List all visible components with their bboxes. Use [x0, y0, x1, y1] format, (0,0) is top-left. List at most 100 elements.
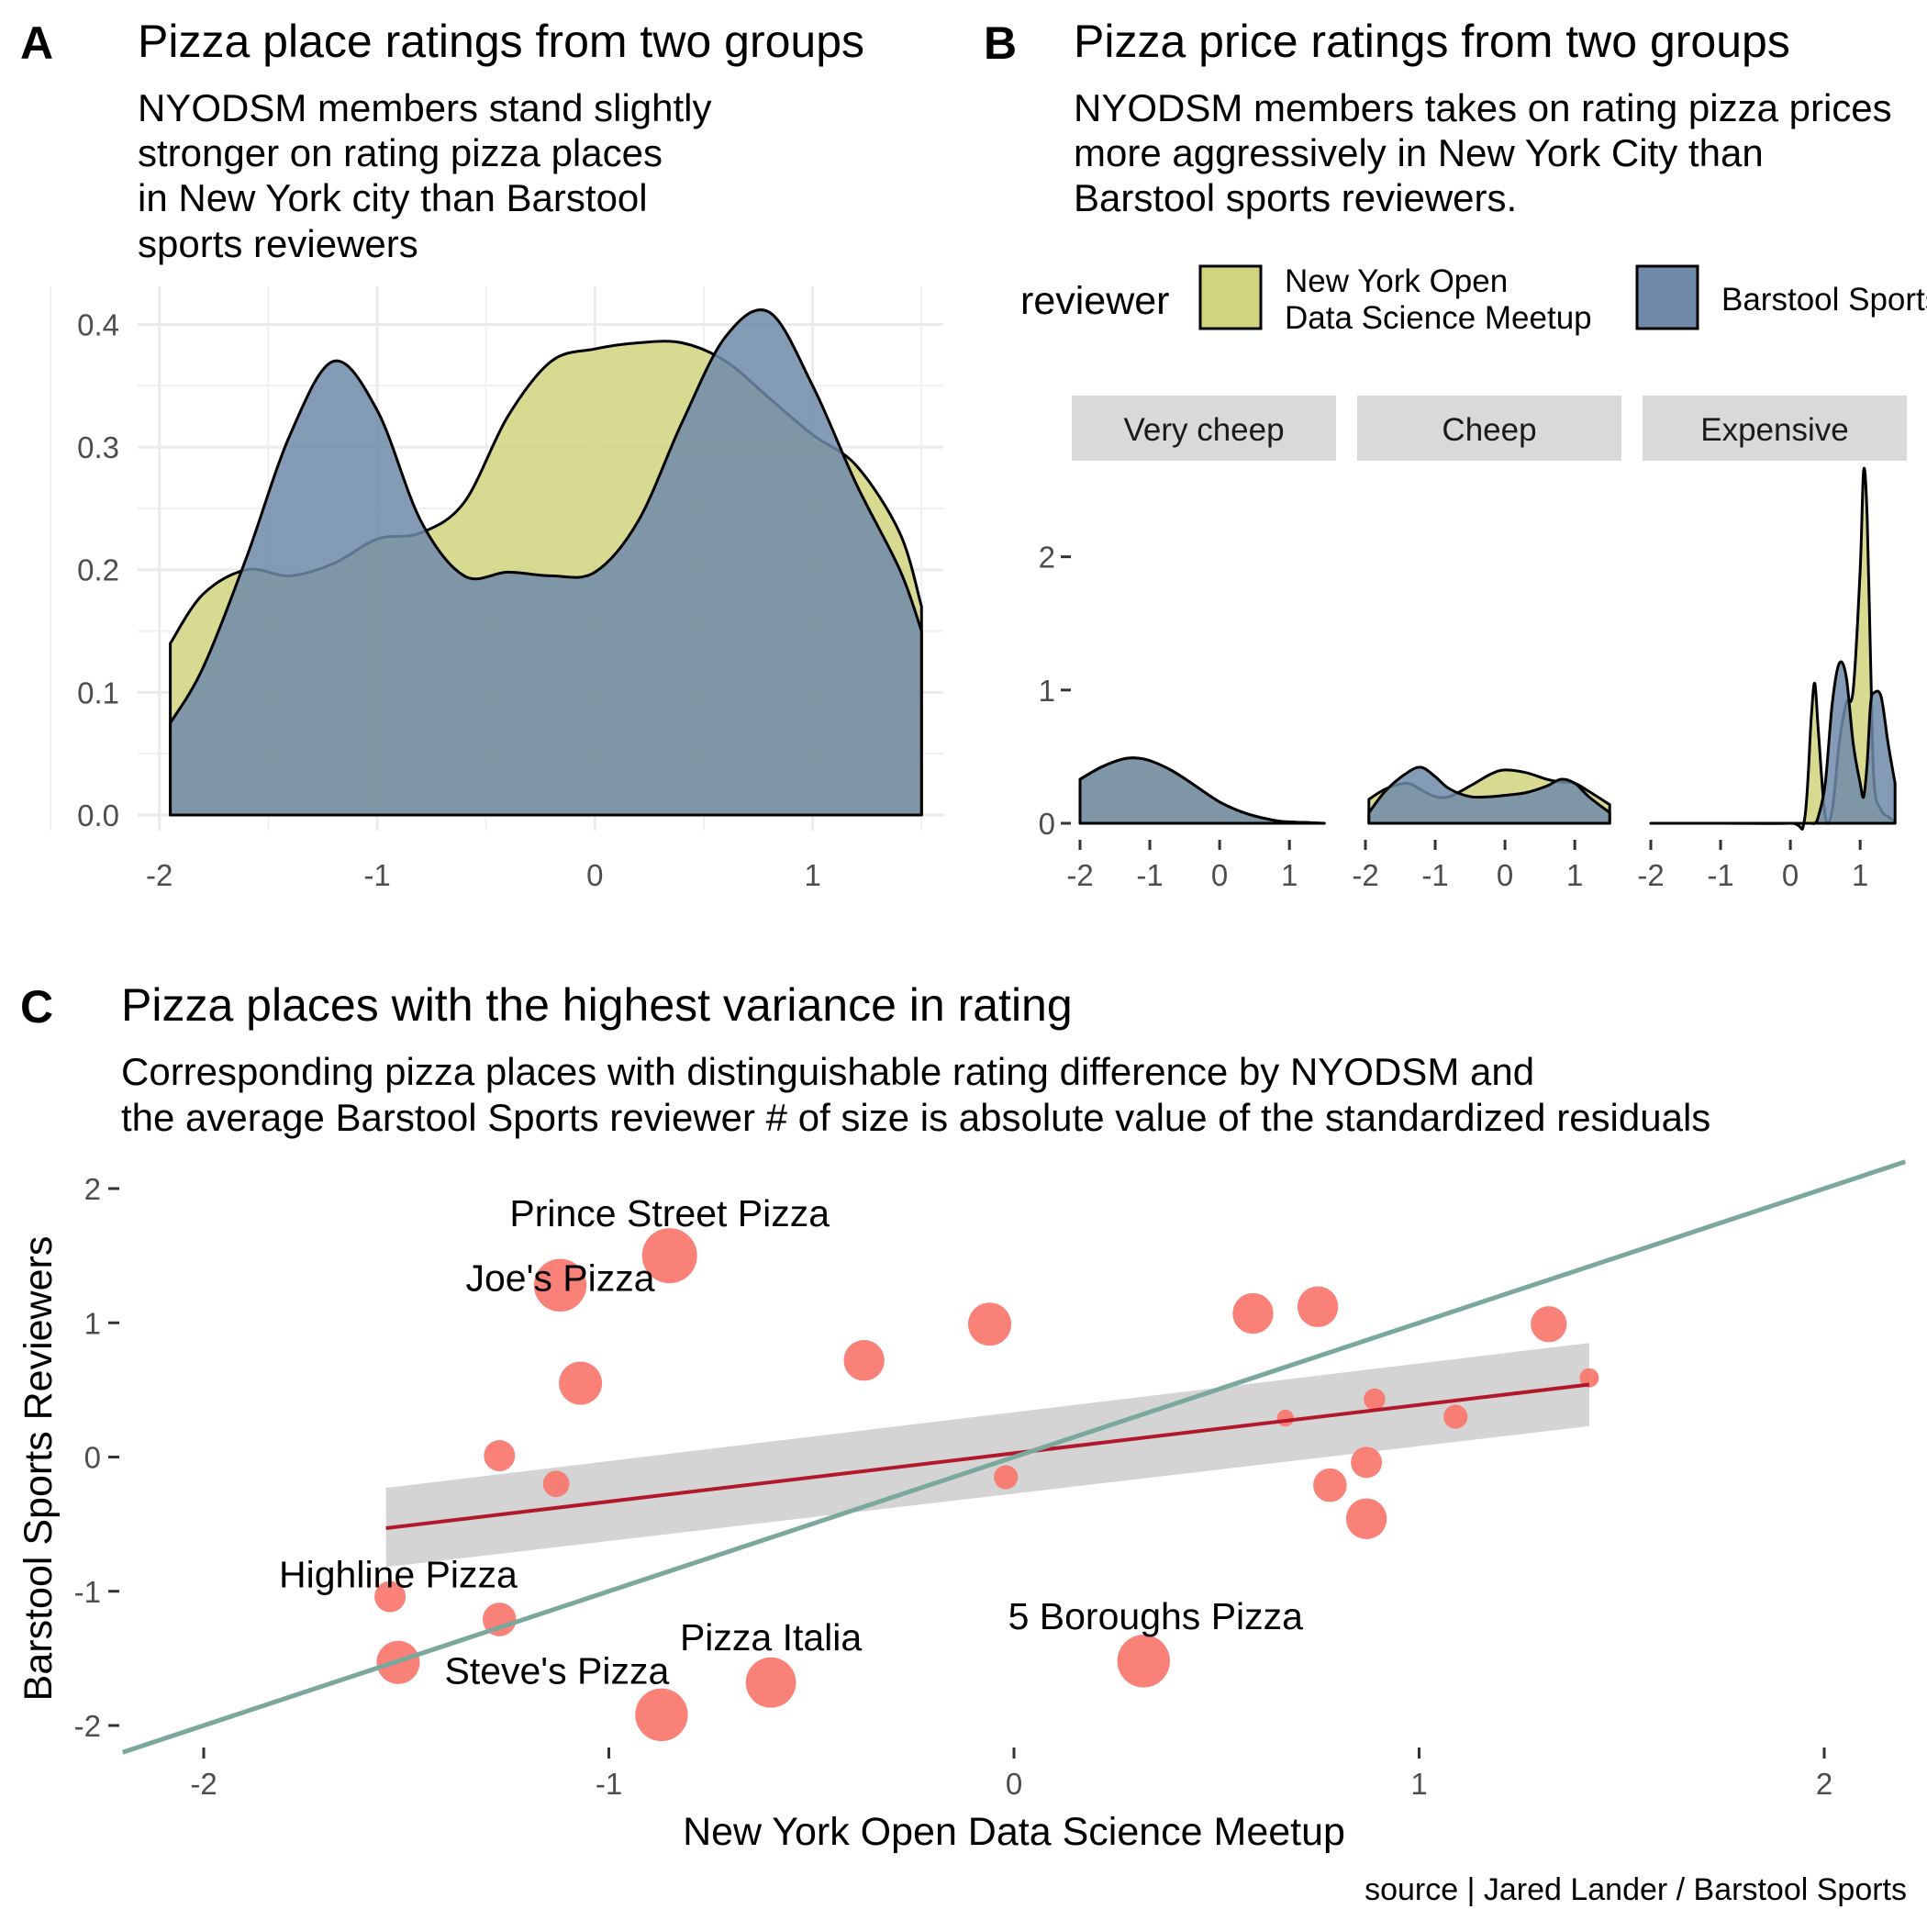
- panel-a-title: Pizza place ratings from two groups: [138, 16, 864, 67]
- legend-label-nyodsm-line-1: New York Open: [1285, 263, 1508, 299]
- legend-swatch-barstool: [1635, 264, 1699, 330]
- panel-c-point: [968, 1302, 1012, 1346]
- panel-b-y-tick-label: 2: [1039, 541, 1055, 575]
- panel-c-point: [484, 1440, 516, 1472]
- panel-c-point: [1313, 1468, 1347, 1502]
- panel-a-chart: -2 -1 0 1 0.0 0.1 0.2 0.3 0.4: [50, 286, 943, 892]
- panel-a-x-tick-label: -2: [146, 858, 173, 892]
- panel-c-point: [1579, 1368, 1599, 1388]
- panel-a-y-tick-label: 0.2: [77, 553, 119, 587]
- panel-a-y-tick-label: 0.4: [77, 307, 119, 341]
- panel-b-x-tick-label: -1: [1421, 858, 1448, 892]
- panel-c-point: [1443, 1404, 1468, 1429]
- legend-swatch-nyodsm: [1198, 264, 1263, 330]
- panel-b-strip-2: [1643, 396, 1907, 461]
- panel-c-point: [1531, 1306, 1567, 1343]
- panel-c-y-tick-label: -2: [74, 1709, 101, 1743]
- panel-c-point: [635, 1688, 688, 1742]
- panel-b-y-tick-label: 1: [1039, 674, 1055, 708]
- panel-c-identity-line: [121, 1159, 1907, 1755]
- panel-c-y-tick-label: -1: [74, 1575, 101, 1609]
- panel-b-subtitle-line-2: more aggressively in New York City than: [1074, 131, 1764, 174]
- panel-b-x-tick-label: 0: [1782, 858, 1799, 892]
- panel-c-point: [1345, 1498, 1387, 1539]
- panel-c-point: [542, 1470, 570, 1498]
- panel-b-subtitle-line-3: Barstool sports reviewers.: [1074, 176, 1517, 219]
- panel-b-density-barstool: [1367, 765, 1611, 825]
- panel-b-x-tick-label: 1: [1852, 858, 1868, 892]
- panel-c-point-label: Prince Street Pizza: [509, 1192, 830, 1234]
- panel-b-y-tick-label: 0: [1039, 807, 1055, 841]
- panel-b-strip-label: Very cheep: [1123, 412, 1284, 448]
- panel-a-x-tick-label: -1: [363, 858, 390, 892]
- panel-c-point: [1297, 1286, 1339, 1327]
- panel-c-point: [745, 1657, 796, 1708]
- legend-label-barstool: Barstool Sports: [1721, 282, 1927, 318]
- caption: source | Jared Lander / Barstool Sports: [1364, 1872, 1907, 1907]
- panel-a-x-tick-label: 0: [586, 858, 603, 892]
- panel-b-density-barstool: [1649, 660, 1897, 826]
- panel-c-point: [1351, 1446, 1383, 1479]
- panel-c-x-tick-label: -2: [190, 1767, 217, 1801]
- panel-b-x-tick-label: -2: [1066, 858, 1093, 892]
- panel-c-point-label: 5 Boroughs Pizza: [1008, 1595, 1304, 1637]
- panel-a-x-tick-label: 1: [804, 858, 820, 892]
- panel-b-x-tick-label: 0: [1497, 858, 1513, 892]
- panel-b-strip-label: Cheep: [1442, 412, 1536, 448]
- panel-c-point: [1232, 1292, 1274, 1335]
- panel-c-point-label: Highline Pizza: [279, 1553, 518, 1595]
- panel-c-y-tick-label: 0: [84, 1441, 101, 1475]
- panel-a-y-tick-label: 0.1: [77, 676, 119, 709]
- panel-c-point: [994, 1465, 1019, 1490]
- panel-b-x-tick-label: -2: [1637, 858, 1664, 892]
- panel-b-x-tick-label: -2: [1352, 858, 1378, 892]
- panel-c-y-tick-label: 2: [84, 1172, 101, 1206]
- panel-b-x-tick-label: 1: [1281, 858, 1298, 892]
- panel-c-point: [559, 1361, 603, 1405]
- panel-a-y-tick-label: 0.3: [77, 430, 119, 464]
- panel-b-strip-label: Expensive: [1700, 412, 1848, 448]
- panel-b-x-tick-label: 0: [1211, 858, 1228, 892]
- panel-c-y-tick-label: 1: [84, 1306, 101, 1340]
- panel-b-strip-0: [1072, 396, 1336, 461]
- panel-c-point-label: Pizza Italia: [680, 1616, 862, 1658]
- panel-c-point: [533, 1258, 587, 1312]
- panel-b-subtitle-line-1: NYODSM members takes on rating pizza pri…: [1074, 86, 1892, 129]
- panel-c-y-axis-title: Barstool Sports Reviewers: [17, 1236, 61, 1702]
- panel-b-chart: Very cheep -2 -1 0 1 Cheep -2 -1 0 1 Expensive -2 -1…: [1039, 396, 1907, 892]
- panel-c-point: [1276, 1409, 1295, 1427]
- panel-c-x-tick-label: 2: [1816, 1767, 1832, 1801]
- panel-b-x-tick-label: -1: [1136, 858, 1163, 892]
- panel-b-strip-1: [1357, 396, 1621, 461]
- panel-c-point: [843, 1340, 885, 1381]
- panel-a-y-tick-label: 0.0: [77, 798, 119, 832]
- panel-b-x-tick-label: 1: [1566, 858, 1583, 892]
- panel-c-point: [1364, 1388, 1386, 1411]
- panel-c-point: [641, 1228, 697, 1284]
- panel-c-fit-line: [385, 1382, 1590, 1530]
- panel-a-subtitle-line-3: in New York city than Barstool: [138, 176, 648, 219]
- panel-b-title: Pizza price ratings from two groups: [1074, 16, 1790, 67]
- panel-c-chart: Prince Street Pizza Joe's Pizza Highline P…: [74, 1159, 1907, 1801]
- panel-a-subtitle-line-4: sports reviewers: [138, 222, 418, 265]
- panel-c-point: [1117, 1635, 1170, 1688]
- panel-a-density-barstool: [169, 308, 923, 817]
- panel-c-x-tick-label: 0: [1006, 1767, 1022, 1801]
- panel-c-x-tick-label: 1: [1410, 1767, 1427, 1801]
- panel-c-point: [482, 1603, 517, 1636]
- panel-a-subtitle-line-1: NYODSM members stand slightly: [138, 86, 712, 129]
- panel-c-letter: C: [20, 981, 53, 1033]
- panel-c-point-label: Joe's Pizza: [465, 1256, 654, 1299]
- panel-c-x-axis-title: New York Open Data Science Meetup: [683, 1810, 1345, 1854]
- panel-c-point: [374, 1580, 407, 1613]
- panel-a-subtitle-line-2: stronger on rating pizza places: [138, 131, 663, 174]
- panel-c-x-tick-label: -1: [596, 1767, 622, 1801]
- panel-b-density-barstool: [1078, 756, 1326, 825]
- panel-c-title: Pizza places with the highest variance i…: [121, 979, 1073, 1031]
- panel-c-point-label: Steve's Pizza: [444, 1649, 669, 1692]
- panel-b-letter: B: [984, 17, 1017, 69]
- legend-title: reviewer: [1020, 279, 1170, 323]
- panel-c-subtitle-line-2: the average Barstool Sports reviewer # o…: [121, 1096, 1710, 1139]
